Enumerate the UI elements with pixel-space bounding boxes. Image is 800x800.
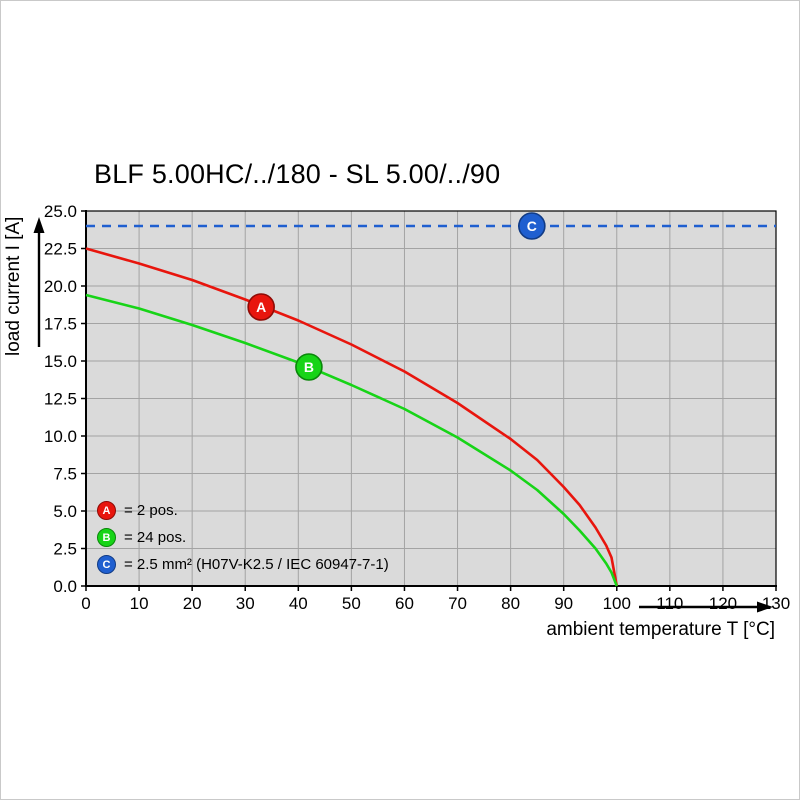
y-tick-label: 5.0 [53, 502, 77, 521]
x-tick-label: 60 [395, 594, 414, 613]
x-tick-label: 50 [342, 594, 361, 613]
curve-B [85, 293, 619, 587]
y-axis-label: load current I [A] [3, 216, 24, 356]
y-tick-label: 7.5 [53, 465, 77, 484]
legend-label-b: = 24 pos. [124, 529, 187, 546]
y-tick-label: 2.5 [53, 540, 77, 559]
x-tick-label: 100 [603, 594, 631, 613]
marker-label-C: C [527, 218, 537, 234]
chart-title: BLF 5.00HC/../180 - SL 5.00/../90 [94, 159, 501, 189]
x-tick-label: 0 [81, 594, 90, 613]
y-tick-label: 25.0 [44, 202, 77, 221]
marker-C [518, 212, 546, 240]
x-tick-label: 70 [448, 594, 467, 613]
x-axis-arrowhead-icon [757, 601, 773, 613]
x-tick-label: 20 [183, 594, 202, 613]
x-axis-label: ambient temperature T [°C] [546, 619, 775, 640]
marker-label-A: A [256, 299, 266, 315]
x-tick-label: 30 [236, 594, 255, 613]
y-axis-arrowhead-icon [33, 217, 45, 233]
x-tick-label: 80 [501, 594, 520, 613]
y-tick-label: 12.5 [44, 390, 77, 409]
x-tick-label: 10 [130, 594, 149, 613]
y-tick-label: 15.0 [44, 352, 77, 371]
x-tick-label: 110 [656, 594, 683, 613]
legend-marker-c: C [97, 555, 116, 574]
y-tick-label: 17.5 [44, 315, 77, 334]
legend-item-c: C = 2.5 mm² (H07V-K2.5 / IEC 60947-7-1) [97, 554, 389, 575]
x-tick-label: 40 [289, 594, 308, 613]
marker-A [247, 293, 275, 321]
x-tick-label: 120 [709, 594, 737, 613]
legend-label-a: = 2 pos. [124, 502, 178, 519]
y-tick-label: 0.0 [53, 577, 77, 596]
curve-A [85, 247, 619, 587]
x-tick-label: 130 [762, 594, 790, 613]
x-tick-label: 90 [554, 594, 573, 613]
legend-item-b: B = 24 pos. [97, 527, 389, 548]
legend-label-c: = 2.5 mm² (H07V-K2.5 / IEC 60947-7-1) [124, 556, 389, 573]
legend: A = 2 pos. B = 24 pos. C = 2.5 mm² (H07V… [97, 500, 389, 575]
legend-marker-b: B [97, 528, 116, 547]
y-tick-label: 10.0 [44, 427, 77, 446]
y-tick-label: 22.5 [44, 240, 77, 259]
y-tick-label: 20.0 [44, 277, 77, 296]
marker-B [295, 353, 323, 381]
legend-item-a: A = 2 pos. [97, 500, 389, 521]
legend-marker-a: A [97, 501, 116, 520]
marker-label-B: B [304, 359, 314, 375]
